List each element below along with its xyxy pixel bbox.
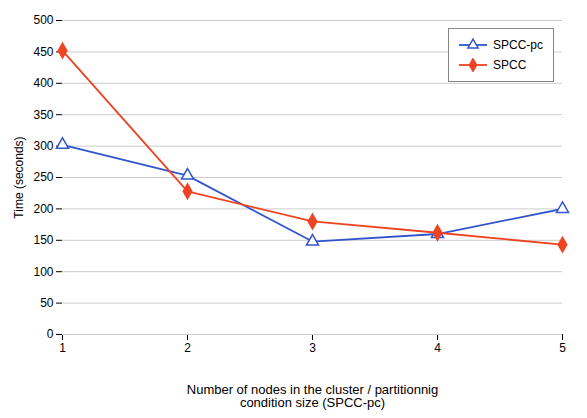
svg-text:4: 4	[434, 341, 441, 355]
svg-text:300: 300	[33, 139, 53, 153]
svg-text:200: 200	[33, 202, 53, 216]
svg-text:500: 500	[33, 13, 53, 27]
svg-text:400: 400	[33, 76, 53, 90]
svg-text:350: 350	[33, 108, 53, 122]
svg-text:50: 50	[40, 296, 54, 310]
svg-text:1: 1	[59, 341, 66, 355]
svg-text:100: 100	[33, 265, 53, 279]
html-text:SPCC: SPCC	[493, 58, 527, 72]
svg-text:150: 150	[33, 233, 53, 247]
svg-text:2: 2	[184, 341, 191, 355]
html-text:SPCC-pc: SPCC-pc	[493, 38, 543, 52]
svg-text:Number of nodes in the cluster: Number of nodes in the cluster / partiti…	[187, 382, 438, 410]
svg-text:5: 5	[559, 341, 566, 355]
svg-text:0: 0	[47, 327, 54, 341]
svg-text:450: 450	[33, 45, 53, 59]
svg-text:Time (seconds): Time (seconds)	[12, 136, 26, 218]
svg-text:250: 250	[33, 170, 53, 184]
svg-text:3: 3	[309, 341, 316, 355]
